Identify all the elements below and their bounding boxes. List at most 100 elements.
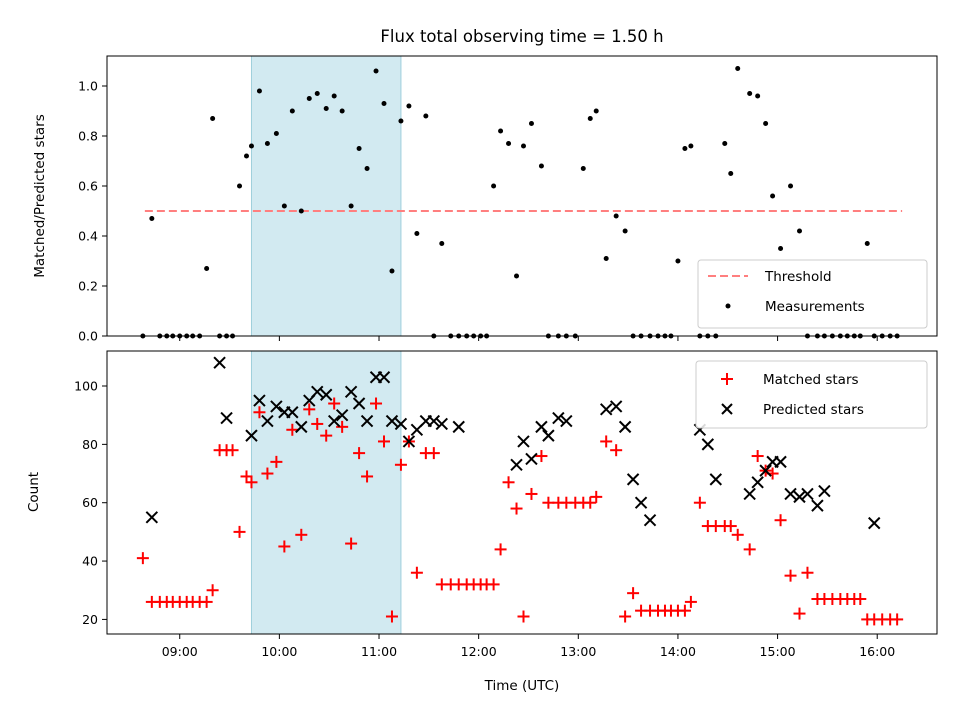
measurement-point — [289, 108, 295, 114]
measurement-point — [538, 163, 544, 169]
measurement-point — [298, 208, 304, 214]
matched-star-point — [724, 520, 737, 533]
predicted-star-point — [552, 411, 565, 425]
top-plot-frame — [106, 55, 938, 337]
predicted-star-point — [394, 417, 408, 431]
predicted-star-point — [352, 397, 366, 410]
predicted-star-point — [793, 490, 806, 504]
measurement-point — [722, 141, 728, 146]
matched-star-point — [345, 537, 358, 550]
matched-star-point — [891, 613, 904, 626]
predicted-star-point — [245, 429, 258, 442]
predicted-star-point — [327, 414, 341, 428]
bottom-y-ticks: 20 40 60 80 100 — [74, 379, 107, 627]
bottom-panel: 20 40 60 80 100 09:00 10:00 11:00 12:00 13:00 14:… — [26, 350, 938, 694]
measurement-point — [728, 171, 734, 176]
measurement-point — [747, 91, 753, 96]
measurement-point — [281, 203, 287, 209]
measurement-point — [248, 143, 254, 149]
predicted-star-point — [295, 420, 308, 434]
measurement-point — [514, 273, 520, 279]
matched-star-point — [410, 566, 423, 579]
matched-star-point — [370, 397, 383, 410]
matched-star-point — [784, 569, 797, 582]
matched-star-point — [517, 610, 530, 623]
measurement-point — [778, 246, 784, 251]
predicted-star-point — [811, 499, 824, 512]
predicted-star-point — [525, 452, 538, 466]
y-tick-label: 0.2 — [78, 279, 98, 294]
x-axis-label: Time (UTC) — [484, 678, 560, 694]
predicted-star-point — [427, 414, 441, 428]
x-tick-label: 13:00 — [560, 644, 596, 659]
predicted-star-point — [220, 411, 233, 425]
matched-star-point — [295, 528, 308, 541]
y-tick-label: 80 — [82, 437, 98, 452]
legend-measurements-swatch — [725, 303, 731, 309]
bottom-plot-frame — [106, 350, 938, 635]
predicted-star-point — [535, 420, 548, 434]
measurement-point — [210, 116, 216, 121]
measurement-point — [864, 241, 870, 246]
predicted-star-point — [626, 473, 640, 486]
predicted-star-point — [253, 394, 266, 407]
measurement-point — [423, 113, 429, 119]
matched-star-point — [377, 435, 390, 448]
measurement-point — [755, 93, 761, 99]
predicted-star-point — [643, 514, 657, 527]
x-tick-label: 09:00 — [162, 644, 198, 659]
measurement-point — [770, 193, 776, 199]
predicted-star-point — [709, 473, 723, 486]
measurement-point — [414, 231, 420, 236]
measurement-point — [256, 88, 262, 94]
matched-star-point — [610, 444, 623, 457]
matched-star-point — [353, 447, 366, 460]
matched-star-point — [136, 552, 149, 565]
matched-star-point — [600, 435, 613, 448]
y-tick-label: 0.4 — [78, 229, 98, 244]
matched-star-point — [427, 447, 440, 460]
top-y-axis-label: Matched/Predicted stars — [32, 114, 48, 277]
predicted-star-point — [360, 414, 374, 428]
matched-star-point — [774, 514, 787, 527]
y-tick-label: 40 — [82, 554, 98, 569]
x-tick-label: 12:00 — [461, 644, 497, 659]
predicted-star-point — [801, 487, 814, 501]
predicted-star-point — [286, 406, 299, 419]
matched-star-point — [233, 525, 246, 538]
predicted-star-point — [743, 487, 756, 501]
y-tick-label: 0.6 — [78, 179, 98, 194]
matched-star-point — [487, 578, 500, 591]
predicted-star-point — [618, 420, 632, 434]
top-legend: Threshold Measurements — [697, 259, 928, 329]
matched-star-point — [385, 610, 398, 623]
legend-matched-label: Matched stars — [763, 372, 859, 388]
x-tick-label: 10:00 — [261, 644, 297, 659]
predicted-star-point — [634, 496, 648, 509]
predicted-star-point — [344, 385, 358, 399]
predicted-star-point — [335, 408, 349, 422]
matched-star-point — [253, 406, 266, 419]
measurement-point — [580, 166, 586, 171]
matched-star-point — [619, 610, 632, 623]
bottom-legend: Matched stars Predicted stars — [695, 360, 928, 429]
measurement-point — [491, 183, 497, 189]
matched-star-point — [731, 528, 744, 541]
matched-star-point — [278, 540, 291, 553]
matched-star-point — [200, 595, 213, 608]
measurement-point — [682, 146, 688, 151]
measurement-point — [593, 108, 599, 114]
predicted-star-point — [542, 429, 555, 442]
measurement-point — [243, 153, 249, 159]
matched-star-point — [743, 543, 756, 556]
matched-star-point — [793, 607, 806, 620]
top-y-ticks: 0.0 0.2 0.4 0.6 0.8 1.0 — [78, 79, 107, 344]
measurement-point — [149, 216, 155, 221]
matched-star-point — [678, 604, 691, 617]
measurement-point — [356, 146, 362, 151]
measurement-point — [237, 183, 243, 189]
predicted-star-point — [402, 435, 416, 448]
matched-star-point — [584, 496, 597, 509]
matched-star-point — [286, 423, 299, 436]
